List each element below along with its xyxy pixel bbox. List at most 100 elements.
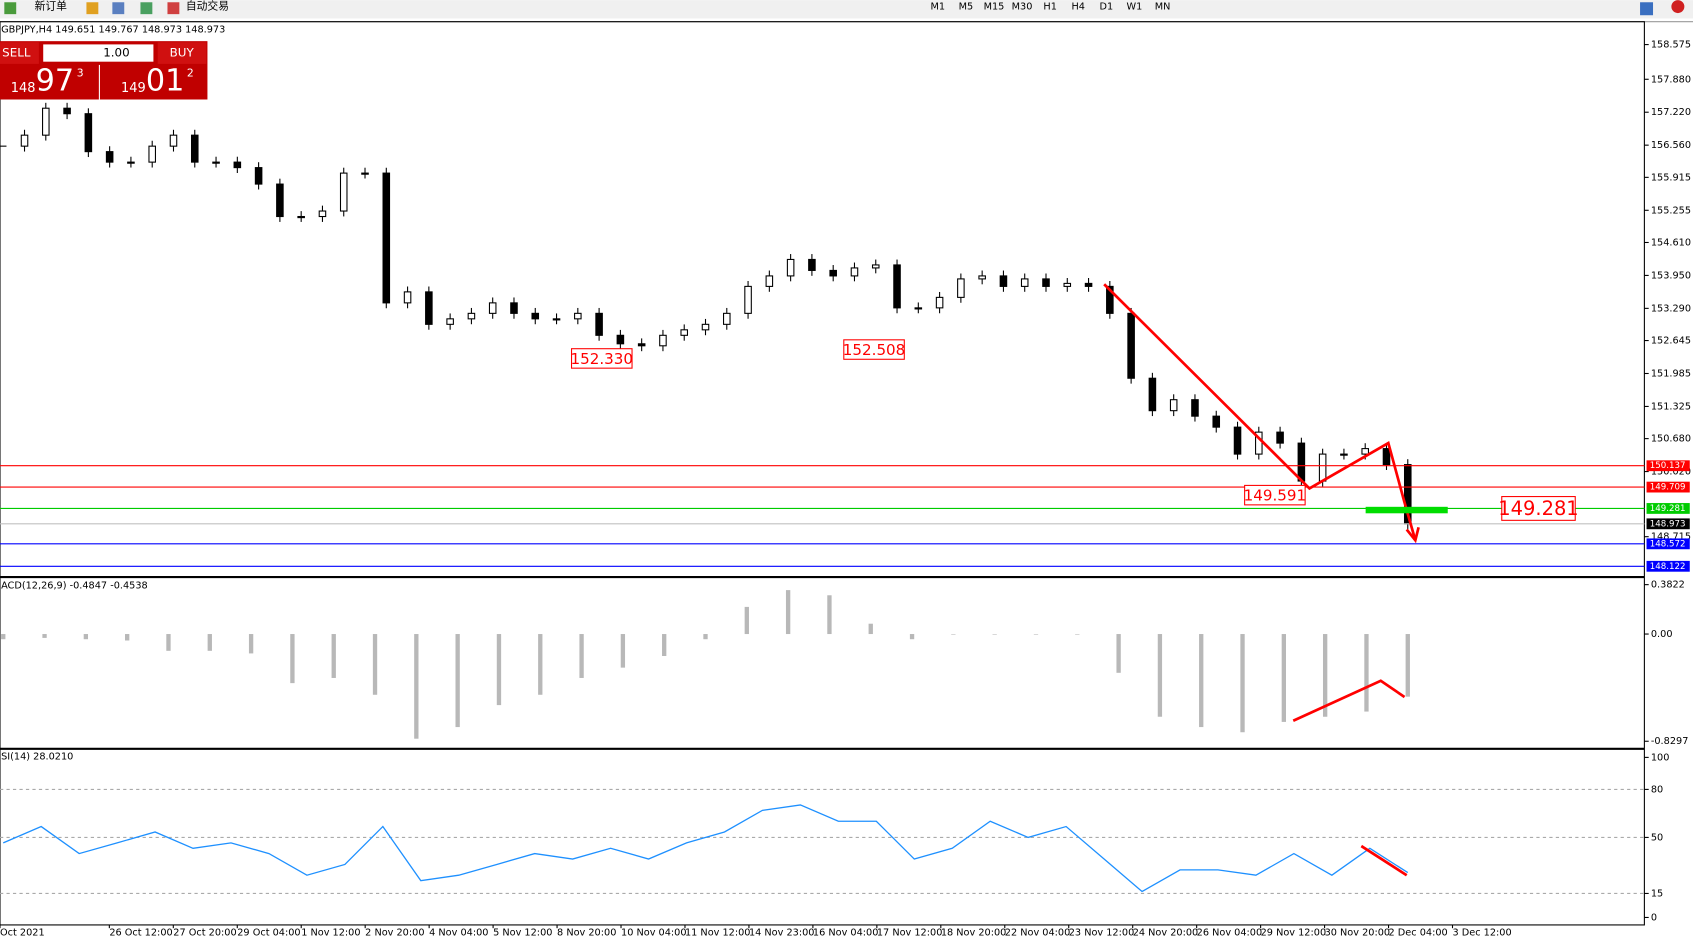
x-tick-label: 27 Oct 20:00 [173, 927, 236, 938]
y-tick-label: 155.915 [1651, 172, 1691, 183]
bid-big: 148 [11, 81, 36, 96]
candle [105, 151, 114, 163]
x-tick-label: 29 Oct 04:00 [237, 927, 300, 938]
buy-button[interactable] [157, 42, 207, 64]
candle [531, 312, 540, 320]
arrow-head [1405, 527, 1420, 544]
panel-header: ACD(12,26,9) -0.4847 -0.4538 [1, 581, 148, 592]
candle [1106, 285, 1114, 314]
timeframe-button[interactable]: D1 [1100, 2, 1114, 13]
candle [318, 210, 327, 218]
x-tick-label: 2 Dec 04:00 [1389, 927, 1448, 938]
x-tick-label: 17 Nov 12:00 [877, 927, 943, 938]
rsi-panel: 100 80 50 15 0 SI(14) 28.0210 [0, 751, 1669, 923]
y-tick-label: 15 [1651, 888, 1663, 899]
candle [1340, 453, 1348, 456]
y-tick-label: 153.950 [1651, 270, 1691, 281]
timeframe-bar: M1 M5 M15 M30 H1 H4 D1 W1 MN [931, 2, 1171, 13]
price-panel: 158.575 157.880 157.220 156.560 155.915 155.2… [0, 24, 1691, 938]
ask-big: 149 [121, 81, 146, 96]
timeframe-button[interactable]: M5 [959, 2, 974, 13]
lot-input[interactable] [43, 44, 154, 62]
ask-sup: 2 [187, 67, 194, 80]
price-annotation: 149.281 [1498, 497, 1578, 520]
macd-bar [1322, 634, 1328, 717]
y-tick-label: 157.880 [1651, 74, 1691, 85]
candle [957, 278, 965, 298]
price-annotation-box [843, 339, 905, 360]
price-tag-label: 149.281 [1650, 504, 1686, 514]
candle [1148, 377, 1157, 412]
new-order-icon[interactable] [4, 2, 17, 15]
rsi-arrow [1360, 844, 1408, 877]
candle [1042, 278, 1050, 287]
macd-panel: 0.3822 0.00 -0.8297 ACD(12,26,9) -0.4847 -0… [1, 580, 1688, 747]
price-annotation: 152.508 [843, 341, 905, 359]
macd-bar [1281, 634, 1287, 722]
timeframe-button[interactable]: W1 [1127, 2, 1143, 13]
price-tag [1646, 518, 1690, 530]
x-tick-label: 8 Nov 20:00 [557, 927, 616, 938]
price-tag [1646, 560, 1690, 572]
candle [382, 172, 391, 304]
macd-bar [248, 634, 254, 654]
price-annotation-box [1501, 496, 1576, 521]
macd-bar [579, 634, 584, 678]
macd-bar [290, 634, 295, 684]
y-tick-label: 148.715 [1651, 532, 1691, 543]
macd-bar [1364, 634, 1369, 712]
x-tick-label: 10 Nov 04:00 [621, 927, 687, 938]
timeframe-button[interactable]: M30 [1012, 2, 1033, 13]
macd-bar [42, 634, 47, 638]
y-tick-label: 151.325 [1651, 401, 1691, 412]
tool-icon[interactable] [140, 2, 153, 15]
x-tick-label: 26 Nov 04:00 [1197, 927, 1263, 938]
y-tick-label: 0.3822 [1651, 580, 1685, 591]
bid-sup: 3 [77, 67, 84, 80]
timeframe-button[interactable]: M15 [984, 2, 1005, 13]
alert-icon[interactable] [1671, 0, 1685, 14]
sell-button[interactable] [0, 42, 39, 64]
macd-bar [909, 634, 915, 640]
candle [169, 134, 178, 147]
candle [1276, 431, 1284, 444]
y-tick-label: 0 [1651, 912, 1657, 923]
timeframe-button[interactable]: H4 [1071, 2, 1085, 13]
macd-bar [372, 634, 378, 695]
candle [1233, 426, 1242, 455]
search-icon[interactable] [1640, 2, 1654, 16]
candle [84, 113, 93, 153]
lot-value: 1.00 [103, 46, 129, 60]
macd-bar [496, 634, 502, 706]
macd-bar [620, 634, 626, 668]
timeframe-button[interactable]: H1 [1043, 2, 1057, 13]
candle [467, 312, 476, 320]
macd-bar [744, 606, 749, 635]
macd-bar [951, 634, 956, 635]
price-tag [1646, 503, 1690, 514]
candle [637, 343, 646, 347]
tool-icon[interactable] [86, 2, 99, 15]
candle [63, 107, 71, 115]
auto-trading-button[interactable]: 自动交易 [186, 0, 229, 13]
macd-bar [1405, 634, 1410, 697]
macd-bar [1075, 634, 1080, 635]
macd-bar [207, 634, 212, 651]
macd-arrow [1292, 679, 1406, 722]
panel-header: SI(14) 28.0210 [1, 751, 73, 762]
candle [999, 275, 1008, 287]
auto-trading-icon[interactable] [167, 2, 180, 15]
timeframe-button[interactable]: MN [1155, 2, 1171, 13]
macd-bar [455, 634, 460, 728]
candle [935, 296, 944, 309]
x-tick-label: 4 Nov 04:00 [429, 927, 488, 938]
y-tick-label: 151.985 [1651, 368, 1691, 379]
y-tick-label: 154.610 [1651, 237, 1691, 248]
candle [1063, 282, 1072, 287]
candle [659, 334, 667, 347]
sell-label: SELL [2, 46, 31, 60]
new-order-button[interactable]: 新订单 [35, 0, 68, 13]
candle [127, 161, 135, 164]
tool-icon[interactable] [112, 2, 125, 15]
timeframe-button[interactable]: M1 [931, 2, 946, 13]
